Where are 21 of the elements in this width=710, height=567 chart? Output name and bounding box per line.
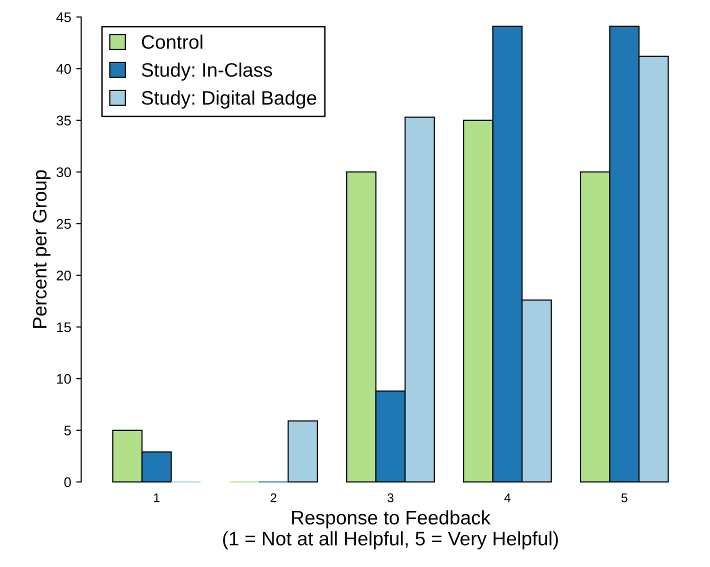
y-tick-label: 15: [57, 322, 71, 332]
legend-label: Study: Digital Badge: [142, 90, 316, 109]
legend-label: Control: [142, 34, 202, 49]
bar: [288, 420, 318, 483]
x-axis-title: Response to Feedback (1 = Not at all Helpful, 5 = Very Helpful): [223, 510, 558, 550]
y-tick-label: 10: [57, 374, 71, 384]
y-tick-label: 5: [64, 426, 71, 436]
y-tick-label: 20: [56, 270, 71, 280]
x-tick-label: 4: [504, 494, 511, 502]
y-axis-title: Percent per Group: [32, 170, 50, 328]
y-tick-label: 25: [56, 218, 71, 229]
y-tick-label: 35: [56, 116, 71, 126]
x-tick-label: 1: [154, 494, 160, 502]
y-tick-label: 45: [56, 12, 71, 22]
legend-label: Study: In-Class: [142, 62, 272, 81]
y-tick-label: 40: [56, 64, 71, 74]
x-tick-label: 3: [388, 493, 394, 502]
y-tick-label: 30: [56, 167, 71, 178]
x-tick-label: 5: [621, 494, 628, 502]
y-tick-label: 0: [64, 477, 71, 488]
x-tick-label: 2: [270, 493, 276, 502]
